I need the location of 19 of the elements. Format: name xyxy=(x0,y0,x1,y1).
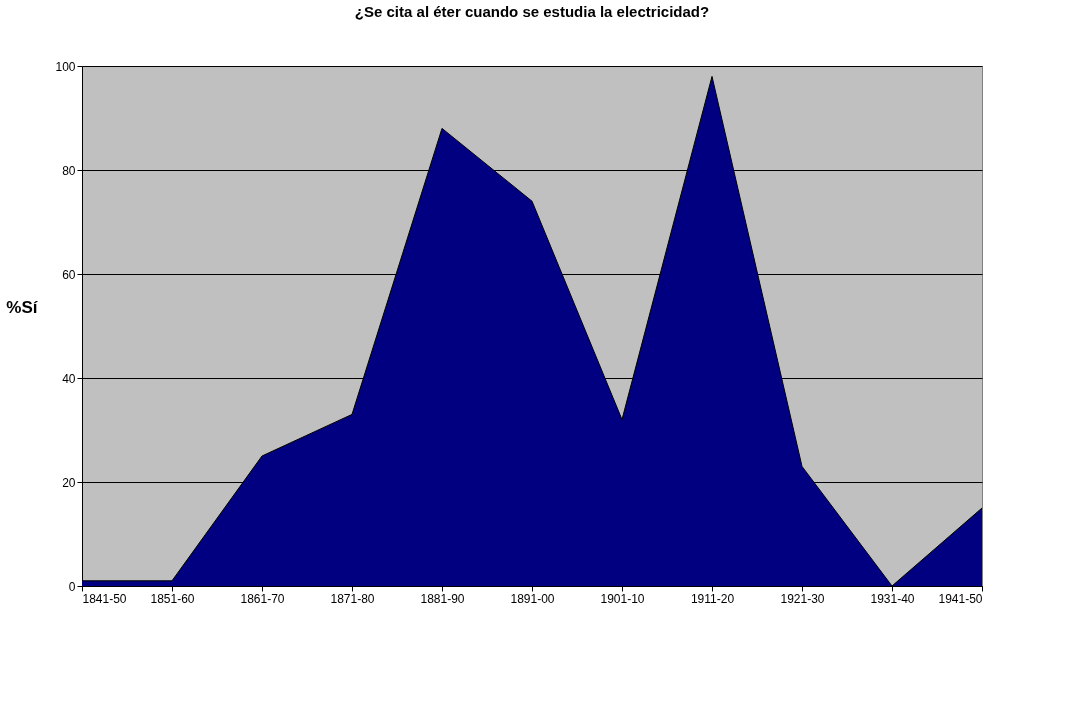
x-tick-label: 1911-20 xyxy=(690,591,735,606)
x-tick-label: 1851-60 xyxy=(150,591,195,606)
x-tick-label: 1941-50 xyxy=(938,591,983,606)
y-tick-label: 80 xyxy=(62,163,76,178)
y-axis-title: %Sí xyxy=(6,297,39,317)
y-tick-label: 0 xyxy=(68,579,76,594)
x-tick-label: 1921-30 xyxy=(780,591,825,606)
x-tick-label: 1871-80 xyxy=(330,591,375,606)
chart-title: ¿Se cita al éter cuando se estudia la electricidad? xyxy=(354,3,710,20)
x-tick-label: 1931-40 xyxy=(870,591,915,606)
x-tick-label: 1901-10 xyxy=(600,591,645,606)
y-tick-label: 100 xyxy=(55,59,76,74)
x-tick-label: 1861-70 xyxy=(240,591,285,606)
y-tick-label: 40 xyxy=(62,371,76,386)
y-tick-label: 20 xyxy=(62,475,76,490)
x-tick-label: 1841-50 xyxy=(82,591,127,606)
x-tick-label: 1881-90 xyxy=(420,591,465,606)
x-tick-label: 1891-00 xyxy=(510,591,555,606)
y-tick-label: 60 xyxy=(62,267,76,282)
